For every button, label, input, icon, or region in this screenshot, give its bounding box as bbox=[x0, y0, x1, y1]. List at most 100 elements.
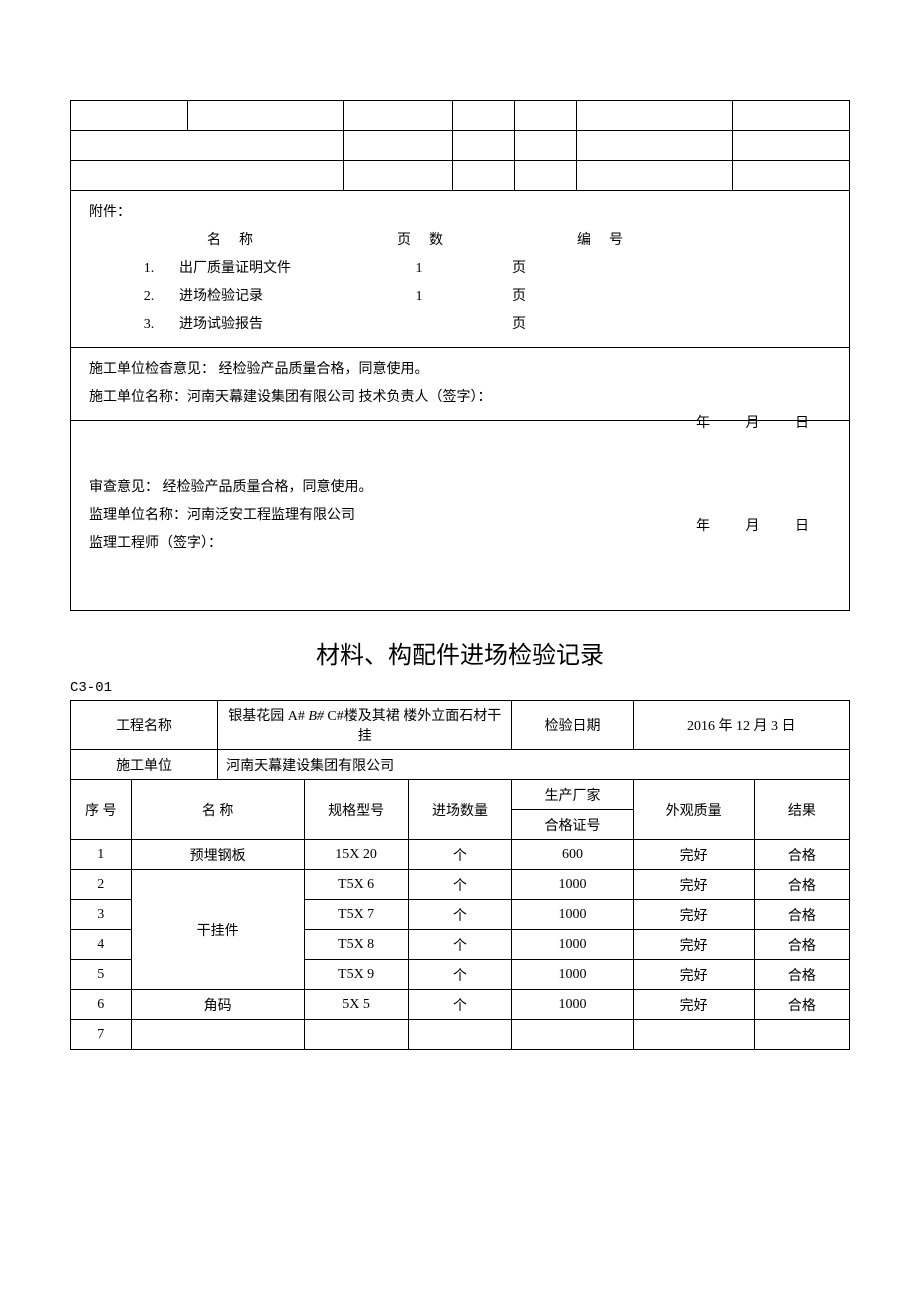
cell-name: 干挂件 bbox=[131, 870, 304, 990]
unit-label: 施工单位 bbox=[71, 750, 218, 780]
project-label: 工程名称 bbox=[71, 701, 218, 750]
cell-appearance: 完好 bbox=[633, 960, 754, 990]
col-spec: 规格型号 bbox=[304, 780, 408, 840]
blank-row bbox=[71, 101, 850, 131]
construction-opinion: 施工单位检杳意见： 经检验产品质量合格，同意使用。 bbox=[89, 356, 831, 384]
construction-opinion-row: 施工单位检杳意见： 经检验产品质量合格，同意使用。 施工单位名称：河南天幕建设集… bbox=[71, 348, 850, 421]
project-value-b: B# bbox=[308, 709, 324, 724]
project-value: 银基花园 A# B# C#楼及其裙 楼外立面石材干挂 bbox=[218, 701, 512, 750]
review-opinion-row: 审查意见： 经检验产品质量合格，同意使用。 监理单位名称：河南泛安工程监理有限公… bbox=[71, 421, 850, 611]
col-appearance: 外观质量 bbox=[633, 780, 754, 840]
upper-table: 附件： 名称 页数 编号 1. 出厂质量证明文件 1 页 2. 进场检验记录 1… bbox=[70, 100, 850, 611]
col-seq: 序 号 bbox=[71, 780, 132, 840]
cell-seq: 2 bbox=[71, 870, 132, 900]
cell-qty: 个 bbox=[408, 870, 512, 900]
project-value-c: C#楼及其裙 楼外立面石材干挂 bbox=[324, 709, 501, 744]
col-cert: 合格证号 bbox=[512, 810, 633, 840]
cell-mfr: 1000 bbox=[512, 870, 633, 900]
cell-result: 合格 bbox=[754, 990, 849, 1020]
cell-appearance: 完好 bbox=[633, 930, 754, 960]
form-code: C3-01 bbox=[70, 680, 850, 696]
table-row: 施工单位 河南天幕建设集团有限公司 bbox=[71, 750, 850, 780]
col-result: 结果 bbox=[754, 780, 849, 840]
cell-seq: 1 bbox=[71, 840, 132, 870]
cell-spec: 15X 20 bbox=[304, 840, 408, 870]
cell-name: 预埋钢板 bbox=[131, 840, 304, 870]
attach-pages: 1 bbox=[379, 283, 459, 311]
cell-spec: T5X 6 bbox=[304, 870, 408, 900]
attach-item: 3. 进场试验报告 页 bbox=[119, 311, 831, 339]
cell-mfr: 1000 bbox=[512, 900, 633, 930]
attach-label: 附件： bbox=[89, 199, 831, 227]
table-row: 7 bbox=[71, 1020, 850, 1050]
cell-result: 合格 bbox=[754, 900, 849, 930]
cell-qty: 个 bbox=[408, 930, 512, 960]
attach-name: 进场检验记录 bbox=[179, 283, 379, 311]
attach-page-label: 页 bbox=[459, 283, 579, 311]
cell-appearance: 完好 bbox=[633, 990, 754, 1020]
attach-header-page: 页数 bbox=[329, 227, 529, 255]
construction-unit: 施工单位名称：河南天幕建设集团有限公司 技术负责人（签字）： bbox=[89, 384, 831, 412]
table-header-row: 序 号 名 称 规格型号 进场数量 生产厂家 外观质量 结果 bbox=[71, 780, 850, 810]
review-opinion: 审查意见： 经检验产品质量合格，同意使用。 bbox=[89, 474, 831, 502]
cell-seq: 7 bbox=[71, 1020, 132, 1050]
blank-row bbox=[71, 131, 850, 161]
cell-mfr: 1000 bbox=[512, 990, 633, 1020]
cell-qty: 个 bbox=[408, 840, 512, 870]
section-title: 材料、构配件进场检验记录 bbox=[70, 635, 850, 670]
attach-idx: 2. bbox=[119, 283, 179, 311]
attachments-row: 附件： 名称 页数 编号 1. 出厂质量证明文件 1 页 2. 进场检验记录 1… bbox=[71, 191, 850, 348]
month-label: 月 bbox=[746, 519, 760, 534]
cell-result: 合格 bbox=[754, 870, 849, 900]
attach-page-label: 页 bbox=[459, 311, 579, 339]
cell-appearance: 完好 bbox=[633, 870, 754, 900]
attach-header: 名称 页数 编号 bbox=[149, 227, 831, 255]
cell-spec: T5X 8 bbox=[304, 930, 408, 960]
cell-seq: 4 bbox=[71, 930, 132, 960]
cell-appearance: 完好 bbox=[633, 840, 754, 870]
table-row: 6 角码 5X 5 个 1000 完好 合格 bbox=[71, 990, 850, 1020]
cell-qty: 个 bbox=[408, 900, 512, 930]
cell-qty: 个 bbox=[408, 990, 512, 1020]
cell-result: 合格 bbox=[754, 840, 849, 870]
document-page: 附件： 名称 页数 编号 1. 出厂质量证明文件 1 页 2. 进场检验记录 1… bbox=[70, 0, 850, 1050]
date-line: 年 月 日 bbox=[664, 513, 809, 541]
attach-pages bbox=[379, 311, 459, 339]
day-label: 日 bbox=[795, 519, 809, 534]
cell-result: 合格 bbox=[754, 960, 849, 990]
cell-appearance bbox=[633, 1020, 754, 1050]
cell-result bbox=[754, 1020, 849, 1050]
attach-pages: 1 bbox=[379, 255, 459, 283]
attach-header-code: 编号 bbox=[529, 227, 689, 255]
year-label: 年 bbox=[696, 519, 710, 534]
cell-spec: T5X 7 bbox=[304, 900, 408, 930]
date-value: 2016 年 12 月 3 日 bbox=[633, 701, 849, 750]
table-row: 工程名称 银基花园 A# B# C#楼及其裙 楼外立面石材干挂 检验日期 201… bbox=[71, 701, 850, 750]
attach-header-name: 名称 bbox=[149, 227, 329, 255]
cell-mfr: 1000 bbox=[512, 960, 633, 990]
col-qty: 进场数量 bbox=[408, 780, 512, 840]
cell-qty: 个 bbox=[408, 960, 512, 990]
attach-item: 2. 进场检验记录 1 页 bbox=[119, 283, 831, 311]
blank-row bbox=[71, 161, 850, 191]
attach-page-label: 页 bbox=[459, 255, 579, 283]
cell-name: 角码 bbox=[131, 990, 304, 1020]
cell-qty bbox=[408, 1020, 512, 1050]
cell-mfr bbox=[512, 1020, 633, 1050]
table-row: 1 预埋钢板 15X 20 个 600 完好 合格 bbox=[71, 840, 850, 870]
cell-spec: T5X 9 bbox=[304, 960, 408, 990]
attach-name: 进场试验报告 bbox=[179, 311, 379, 339]
cell-spec bbox=[304, 1020, 408, 1050]
attach-idx: 1. bbox=[119, 255, 179, 283]
unit-value: 河南天幕建设集团有限公司 bbox=[218, 750, 850, 780]
cell-seq: 6 bbox=[71, 990, 132, 1020]
col-mfr: 生产厂家 bbox=[512, 780, 633, 810]
attach-item: 1. 出厂质量证明文件 1 页 bbox=[119, 255, 831, 283]
table-row: 2 干挂件 T5X 6 个 1000 完好 合格 bbox=[71, 870, 850, 900]
cell-result: 合格 bbox=[754, 930, 849, 960]
cell-appearance: 完好 bbox=[633, 900, 754, 930]
inspection-table: 工程名称 银基花园 A# B# C#楼及其裙 楼外立面石材干挂 检验日期 201… bbox=[70, 700, 850, 1050]
date-label: 检验日期 bbox=[512, 701, 633, 750]
cell-name bbox=[131, 1020, 304, 1050]
attach-name: 出厂质量证明文件 bbox=[179, 255, 379, 283]
